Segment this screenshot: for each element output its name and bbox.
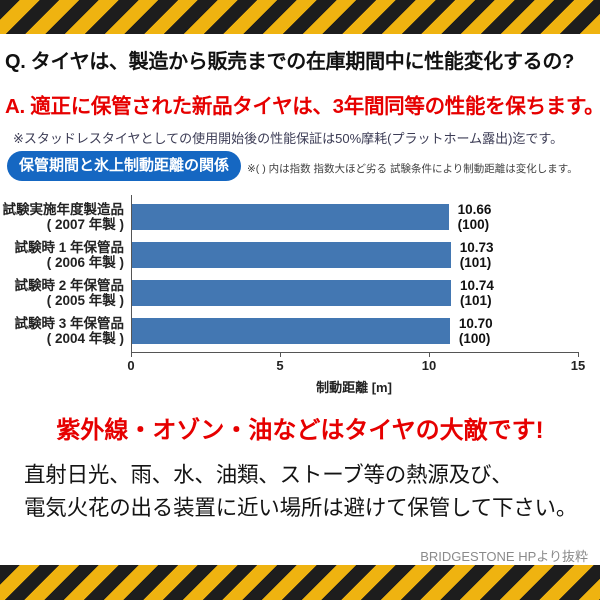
warning-headline: 紫外線・オゾン・油などはタイヤの大敵です!	[56, 417, 544, 444]
chart-row: 試験実施年度製造品( 2007 年製 ) 10.66 (100)	[0, 198, 600, 236]
chart-condition-note: ※( ) 内は指数 指数大ほど劣る 試験条件により制動距離は変化します。	[247, 163, 578, 175]
x-axis-tick	[131, 352, 132, 357]
bar-category-label: 試験実施年度製造品( 2007 年製 )	[2, 202, 125, 232]
chart-rows: 試験実施年度製造品( 2007 年製 ) 10.66 (100) 試験時 1 年保管品…	[0, 198, 600, 350]
x-axis-tick	[429, 352, 430, 357]
bar-category-label: 試験時 3 年保管品( 2004 年製 )	[14, 316, 124, 346]
bar-value-label: 10.73 (101)	[459, 240, 494, 270]
hazard-stripe-top	[0, 0, 600, 34]
storage-instructions-line1: 直射日光、雨、水、油類、ストーブ等の熱源及び、	[24, 463, 513, 487]
bar-track: 10.74 (101)	[131, 274, 578, 312]
bar-track: 10.66 (100)	[131, 198, 578, 236]
storage-instructions-line2: 電気火花の出る装置に近い場所は避けて保管して下さい。	[24, 496, 578, 520]
bar	[131, 242, 451, 268]
x-axis-tick-label: 10	[421, 358, 437, 373]
x-axis-title: 制動距離 [m]	[316, 380, 392, 395]
chart-title-badge: 保管期間と氷上制動距離の関係	[7, 151, 242, 181]
x-axis-tick	[280, 352, 281, 357]
y-axis-line	[131, 195, 132, 352]
bar-value-label: 10.70 (100)	[458, 316, 493, 346]
question-text: Q. タイヤは、製造から販売までの在庫期間中に性能変化するの?	[5, 51, 574, 73]
bar-track: 10.70 (100)	[131, 312, 578, 350]
source-attribution: BRIDGESTONE HPより抜粋	[420, 549, 588, 564]
chart-row: 試験時 2 年保管品( 2005 年製 ) 10.74 (101)	[0, 274, 600, 312]
bar-value-label: 10.66 (100)	[457, 202, 492, 232]
storage-instructions: 直射日光、雨、水、油類、ストーブ等の熱源及び、 電気火花の出る装置に近い場所は避…	[24, 459, 577, 525]
x-axis-tick-label: 15	[570, 358, 586, 373]
bar-category-label: 試験時 2 年保管品( 2005 年製 )	[14, 278, 124, 308]
x-axis-tick	[578, 352, 579, 357]
answer-footnote: ※スタッドレスタイヤとしての使用開始後の性能保証は50%摩耗(プラットホーム露出…	[13, 131, 564, 146]
bar	[131, 318, 450, 344]
answer-text: A. 適正に保管された新品タイヤは、3年間同等の性能を保ちます。	[5, 95, 600, 118]
chart-row: 試験時 1 年保管品( 2006 年製 ) 10.73 (101)	[0, 236, 600, 274]
bar	[131, 204, 449, 230]
bar-value-label: 10.74 (101)	[460, 278, 494, 308]
x-axis-line	[131, 352, 578, 353]
bar-chart: 試験実施年度製造品( 2007 年製 ) 10.66 (100) 試験時 1 年保管品…	[0, 190, 600, 400]
bar	[131, 280, 452, 306]
x-axis-tick-label: 0	[127, 358, 135, 373]
bar-track: 10.73 (101)	[131, 236, 578, 274]
chart-row: 試験時 3 年保管品( 2004 年製 ) 10.70 (100)	[0, 312, 600, 350]
x-axis-tick-label: 5	[276, 358, 284, 373]
bar-category-label: 試験時 1 年保管品( 2006 年製 )	[14, 240, 124, 270]
hazard-stripe-bottom	[0, 565, 600, 600]
